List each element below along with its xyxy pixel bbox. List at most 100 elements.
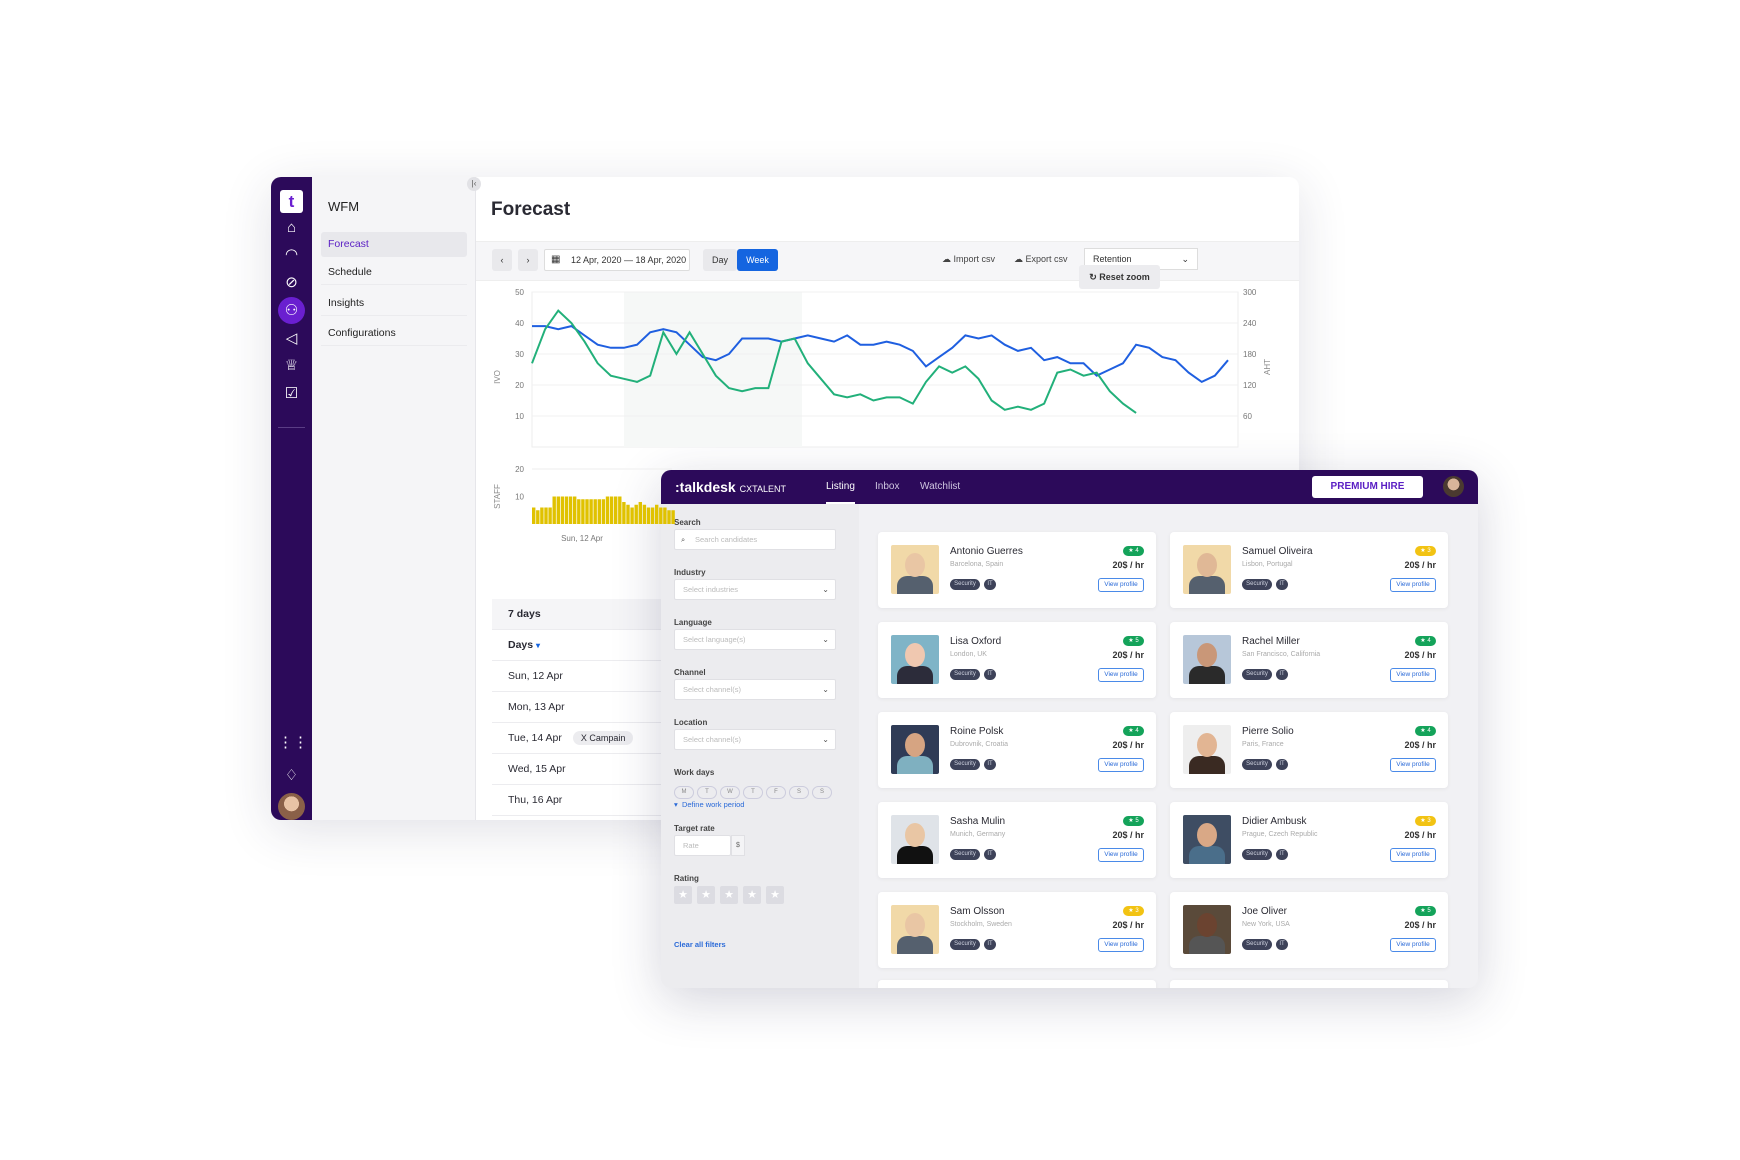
table-row[interactable]: Mon, 13 Apr xyxy=(492,692,692,723)
view-profile-button[interactable]: View profile xyxy=(1098,848,1144,862)
location-select[interactable]: Select channel(s) ⌄ xyxy=(674,729,836,750)
nav-insights[interactable]: Insights xyxy=(321,291,467,316)
workday-mon[interactable]: M xyxy=(674,786,694,799)
table-row[interactable]: Tue, 14 Apr X Campain xyxy=(492,723,692,754)
view-profile-button[interactable]: View profile xyxy=(1098,938,1144,952)
candidate-location: Prague, Czech Republic xyxy=(1242,831,1318,838)
table-row[interactable]: Wed, 15 Apr xyxy=(492,754,692,785)
prev-button[interactable]: ‹ xyxy=(492,249,512,271)
collapse-nav-button[interactable]: |‹ xyxy=(467,177,481,191)
view-profile-button[interactable]: View profile xyxy=(1390,668,1436,682)
workday-sat[interactable]: S xyxy=(789,786,809,799)
wfm-window: t ⌂ ◠ ⊘ ⚇ ◁ ♕ ☑ ⋮⋮ ♢ W F M Forecast Schedu… xyxy=(271,177,1299,820)
apps-grid-icon[interactable]: ⋮⋮ xyxy=(278,734,308,751)
view-profile-button[interactable]: View profile xyxy=(1390,938,1436,952)
table-row[interactable]: Thu, 16 Apr xyxy=(492,785,692,816)
y2-tick-label: 120 xyxy=(1243,381,1257,390)
star-icon: ★ xyxy=(743,886,761,904)
skill-tag: IT xyxy=(1276,669,1288,680)
workday-thu[interactable]: T xyxy=(743,786,763,799)
candidate-location: Dubrovnik, Croatia xyxy=(950,741,1008,748)
export-csv-button[interactable]: ☁ Export csv xyxy=(1014,254,1068,265)
channel-select[interactable]: Select channel(s) ⌄ xyxy=(674,679,836,700)
candidate-card[interactable]: Antonio Guerres Barcelona, Spain Securit… xyxy=(878,532,1156,608)
view-day-button[interactable]: Day xyxy=(703,249,737,271)
date-range-picker[interactable]: ▦ 12 Apr, 2020 — 18 Apr, 2020 xyxy=(544,249,690,271)
location-label: Location xyxy=(674,718,708,727)
search-input[interactable]: ⌕ Search candidates xyxy=(674,529,836,550)
workday-wed[interactable]: W xyxy=(720,786,740,799)
skill-tag: Security xyxy=(1242,579,1272,590)
candidate-card[interactable]: Pierre Solio Paris, France Security IT ★… xyxy=(1170,712,1448,788)
staff-bar xyxy=(577,499,581,524)
user-avatar[interactable] xyxy=(278,793,305,820)
staff-bar xyxy=(573,496,577,524)
staff-bar xyxy=(605,496,610,524)
clear-filters-link[interactable]: Clear all filters xyxy=(674,940,726,949)
next-button[interactable]: › xyxy=(518,249,538,271)
candidate-card[interactable]: Rachel Miller San Francisco, California … xyxy=(1170,622,1448,698)
candidate-rate: 20$ / hr xyxy=(1112,920,1144,930)
search-icon: ⌕ xyxy=(681,535,686,544)
define-work-period-link[interactable]: ▾ Define work period xyxy=(674,800,745,809)
candidate-photo xyxy=(891,905,939,954)
gauge-icon[interactable]: ◠ xyxy=(284,246,299,263)
workday-sun[interactable]: S xyxy=(812,786,832,799)
candidate-card[interactable]: Lisa Oxford London, UK Security IT ★ 5 2… xyxy=(878,622,1156,698)
rating-badge: ★ 5 xyxy=(1415,906,1436,916)
rating-stars[interactable]: ★ ★ ★ ★ ★ xyxy=(674,885,789,904)
candidate-card-partial xyxy=(1170,980,1448,988)
workday-tue[interactable]: T xyxy=(697,786,717,799)
nav-configurations[interactable]: Configurations xyxy=(321,321,467,346)
staff-bar xyxy=(536,510,540,524)
logo-icon[interactable]: t xyxy=(280,190,303,213)
rate-input[interactable]: Rate xyxy=(674,835,731,856)
staff-bar xyxy=(548,507,552,524)
home-icon[interactable]: ⌂ xyxy=(286,219,297,236)
view-profile-button[interactable]: View profile xyxy=(1098,668,1144,682)
forecast-chart[interactable]: 10 20 30 40 50 60 120 180 240 300 IVO AHT 10 20 STAFF S… xyxy=(476,177,1299,597)
tab-inbox[interactable]: Inbox xyxy=(875,481,900,492)
view-profile-button[interactable]: View profile xyxy=(1390,848,1436,862)
language-select[interactable]: Select language(s) ⌄ xyxy=(674,629,836,650)
trophy-icon[interactable]: ♕ xyxy=(284,357,299,374)
candidate-card[interactable]: Didier Ambusk Prague, Czech Republic Sec… xyxy=(1170,802,1448,878)
people-icon[interactable]: ⚇ xyxy=(278,297,305,324)
nav-forecast[interactable]: Forecast xyxy=(321,232,467,257)
tab-watchlist[interactable]: Watchlist xyxy=(920,481,961,492)
rating-badge: ★ 3 xyxy=(1123,906,1144,916)
compass-icon[interactable]: ⊘ xyxy=(285,274,298,291)
view-profile-button[interactable]: View profile xyxy=(1390,578,1436,592)
candidate-card[interactable]: Roine Polsk Dubrovnik, Croatia Security … xyxy=(878,712,1156,788)
bell-icon[interactable]: ♢ xyxy=(284,767,299,784)
candidate-card[interactable]: Samuel Oliveira Lisbon, Portugal Securit… xyxy=(1170,532,1448,608)
view-profile-button[interactable]: View profile xyxy=(1098,758,1144,772)
megaphone-icon[interactable]: ◁ xyxy=(285,330,298,347)
candidate-name: Sasha Mulin xyxy=(950,816,1006,827)
user-avatar[interactable] xyxy=(1443,476,1464,497)
staff-bar xyxy=(655,504,659,524)
candidate-card[interactable]: Sasha Mulin Munich, Germany Security IT … xyxy=(878,802,1156,878)
candidate-card[interactable]: Joe Oliver New York, USA Security IT ★ 5… xyxy=(1170,892,1448,968)
tab-listing[interactable]: Listing xyxy=(826,470,855,504)
y-tick-label: 20 xyxy=(515,381,524,390)
candidate-card[interactable]: Sam Olsson Stockholm, Sweden Security IT… xyxy=(878,892,1156,968)
view-week-button[interactable]: Week xyxy=(737,249,778,271)
view-profile-button[interactable]: View profile xyxy=(1390,758,1436,772)
premium-hire-button[interactable]: PREMIUM HIRE xyxy=(1312,476,1423,498)
table-row[interactable]: Sun, 12 Apr xyxy=(492,661,692,692)
rating-badge: ★ 5 xyxy=(1123,816,1144,826)
skill-tag: IT xyxy=(984,759,996,770)
row-day: Tue, 14 Apr xyxy=(508,732,562,744)
import-csv-button[interactable]: ☁ Import csv xyxy=(942,254,995,265)
nav-schedule[interactable]: Schedule xyxy=(321,260,467,285)
clipboard-icon[interactable]: ☑ xyxy=(284,385,299,402)
reset-zoom-button[interactable]: ↻ Reset zoom xyxy=(1079,265,1160,289)
days-column-header[interactable]: Days ▾ xyxy=(492,630,692,661)
view-profile-button[interactable]: View profile xyxy=(1098,578,1144,592)
workday-fri[interactable]: F xyxy=(766,786,786,799)
industry-select[interactable]: Select industries ⌄ xyxy=(674,579,836,600)
y-axis-label: IVO xyxy=(493,370,502,384)
forecast-main: Forecast ‹ › ▦ 12 Apr, 2020 — 18 Apr, 20… xyxy=(476,177,1299,820)
